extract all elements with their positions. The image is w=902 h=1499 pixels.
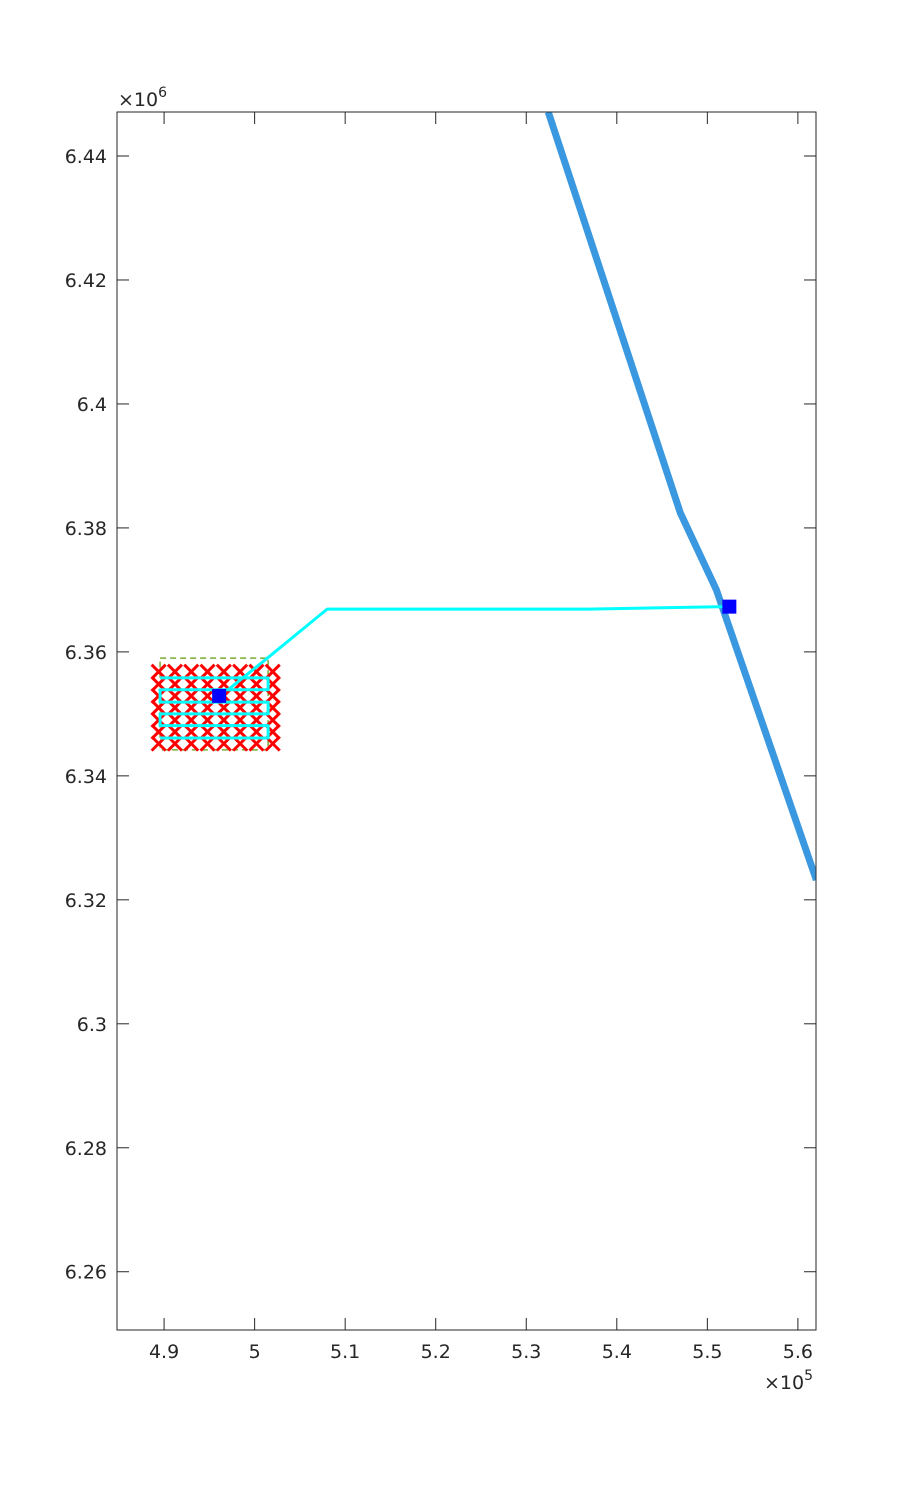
x-tick-label: 5 [249, 1341, 261, 1363]
line [158, 676, 270, 740]
y-tick-label: 6.26 [65, 1262, 107, 1284]
x-marker [150, 663, 167, 680]
x-tick-label: 5.3 [511, 1341, 541, 1363]
axes-box [116, 111, 817, 1331]
x-marker [264, 687, 281, 704]
x-marker [166, 663, 184, 680]
x-marker [248, 663, 265, 680]
x-marker [166, 723, 184, 740]
x-marker [199, 723, 216, 740]
x-tick-label: 5.1 [330, 1341, 360, 1363]
line [544, 112, 816, 882]
plot-area [150, 112, 816, 882]
line [159, 657, 269, 751]
x-marker [264, 663, 281, 680]
x-stroke [248, 663, 265, 680]
x-stroke [248, 723, 265, 740]
x-tick-label: 5.2 [421, 1341, 451, 1363]
x-stroke [264, 663, 281, 680]
x-stroke [215, 663, 232, 680]
x-stroke [183, 687, 200, 704]
y-tick-label: 6.42 [65, 270, 107, 292]
x-marker [183, 663, 200, 680]
square-marker [722, 599, 737, 614]
y-multiplier-exponent: 6 [158, 85, 167, 101]
x-stroke [232, 663, 249, 680]
x-stroke [232, 723, 249, 740]
y-tick-label: 6.32 [65, 890, 107, 912]
x-stroke [264, 735, 281, 752]
x-marker [183, 723, 200, 740]
x-marker [232, 723, 249, 740]
x-stroke [248, 687, 265, 704]
x-marker [166, 687, 184, 704]
line [227, 605, 726, 691]
x-multiplier-exponent: 5 [804, 1368, 813, 1384]
x-stroke [166, 687, 184, 704]
x-marker [248, 723, 265, 740]
y-multiplier-base: ×10 [118, 89, 158, 111]
x-stroke [199, 723, 216, 740]
x-stroke [232, 687, 249, 704]
x-tick-label: 5.6 [783, 1341, 813, 1363]
x-marker [215, 723, 232, 740]
x-stroke [183, 663, 200, 680]
x-tick-label: 5.4 [602, 1341, 632, 1363]
x-stroke [166, 723, 184, 740]
y-tick-label: 6.34 [65, 766, 107, 788]
x-marker [215, 663, 232, 680]
y-tick-label: 6.44 [65, 146, 107, 168]
x-stroke [264, 687, 281, 704]
y-multiplier: ×106 [118, 85, 167, 111]
x-tick-label: 5.5 [692, 1341, 722, 1363]
y-tick-label: 6.36 [65, 642, 107, 664]
square-marker [212, 688, 227, 703]
y-tick-label: 6.4 [77, 394, 107, 416]
x-marker [150, 723, 167, 740]
x-marker [183, 687, 200, 704]
x-stroke [166, 663, 184, 680]
x-marker [199, 663, 216, 680]
x-stroke [183, 723, 200, 740]
x-marker [232, 687, 249, 704]
x-marker [248, 687, 265, 704]
x-stroke [150, 723, 167, 740]
x-multiplier-base: ×10 [764, 1372, 804, 1394]
y-tick-label: 6.3 [77, 1014, 107, 1036]
x-stroke [150, 663, 167, 680]
x-multiplier: ×105 [764, 1368, 813, 1394]
x-stroke [215, 723, 232, 740]
y-tick-label: 6.38 [65, 518, 107, 540]
x-stroke [199, 663, 216, 680]
x-tick-label: 4.9 [149, 1341, 179, 1363]
x-stroke [150, 676, 167, 693]
y-tick-label: 6.28 [65, 1138, 107, 1160]
